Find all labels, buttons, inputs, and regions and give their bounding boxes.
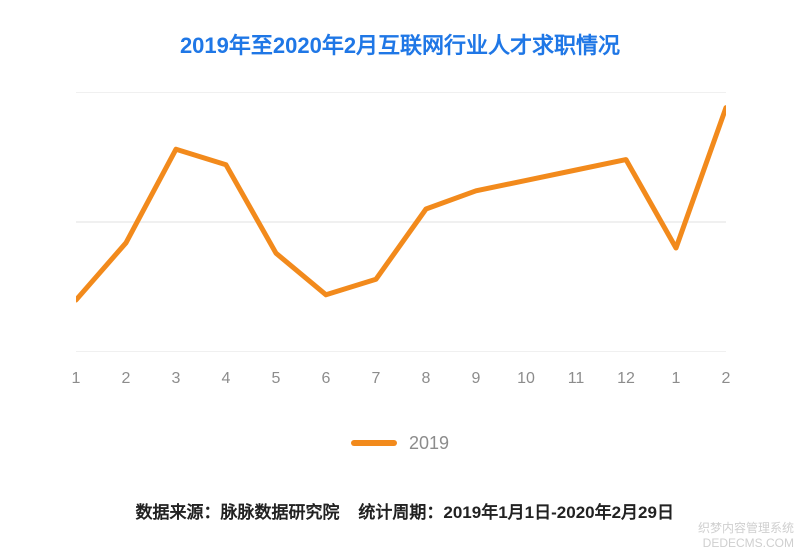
x-axis-label: 3 xyxy=(172,370,181,388)
source-line: 数据来源：脉脉数据研究院 统计周期：2019年1月1日-2020年2月29日 xyxy=(0,478,800,523)
x-axis-label: 10 xyxy=(517,370,535,388)
line-chart-svg xyxy=(76,92,726,352)
source-gap xyxy=(339,503,358,522)
watermark-line1: 织梦内容管理系统 xyxy=(698,521,794,536)
chart-legend: 2019 xyxy=(0,430,800,454)
x-axis-label: 9 xyxy=(472,370,481,388)
chart-area: 12345678910111212 xyxy=(76,92,726,402)
series-line xyxy=(76,108,726,300)
x-axis-label: 8 xyxy=(422,370,431,388)
source-text-right: 统计周期：2019年1月1日-2020年2月29日 xyxy=(358,503,674,522)
legend-item: 2019 xyxy=(351,433,449,454)
x-axis-label: 7 xyxy=(372,370,381,388)
x-axis-label: 4 xyxy=(222,370,231,388)
legend-label: 2019 xyxy=(409,433,449,454)
watermark: 织梦内容管理系统 DEDECMS.COM xyxy=(698,521,794,551)
source-text-left: 数据来源：脉脉数据研究院 xyxy=(135,503,339,522)
x-axis-label: 1 xyxy=(72,370,81,388)
legend-swatch xyxy=(351,440,397,446)
x-axis-label: 6 xyxy=(322,370,331,388)
x-axis-label: 5 xyxy=(272,370,281,388)
x-axis-label: 2 xyxy=(722,370,731,388)
x-axis-label: 11 xyxy=(568,370,585,388)
chart-title: 2019年至2020年2月互联网行业人才求职情况 xyxy=(0,28,800,60)
x-axis-label: 1 xyxy=(672,370,681,388)
watermark-line2: DEDECMS.COM xyxy=(698,536,794,551)
x-axis-label: 2 xyxy=(122,370,131,388)
x-axis-label: 12 xyxy=(617,370,635,388)
